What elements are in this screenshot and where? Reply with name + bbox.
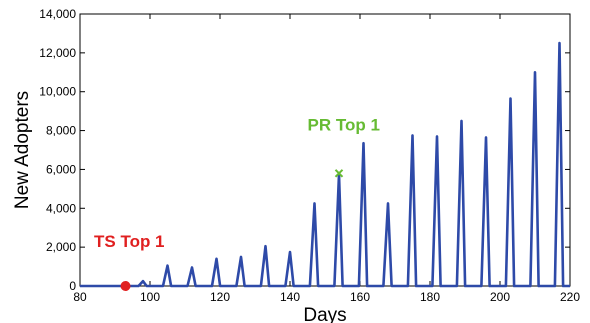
y-axis-title: New Adopters [12, 91, 33, 209]
series-layer [80, 41, 570, 288]
x-tick-label: 160 [350, 290, 370, 304]
y-tick-label: 12,000 [39, 46, 76, 60]
x-tick-label: 120 [210, 290, 230, 304]
x-tick-label: 200 [490, 290, 510, 304]
ts-top-marker [120, 281, 131, 291]
x-tick-label: 140 [280, 290, 300, 304]
x-tick-label: 80 [73, 290, 87, 304]
y-tick-label: 0 [69, 279, 76, 293]
y-tick-label: 10,000 [39, 85, 76, 99]
axes: 80 100 120 140 160 180 200 220 0 2,000 4,000 6,000 8… [39, 7, 580, 304]
x-tick-label: 220 [560, 290, 580, 304]
annotation-label: TS Top 1 [94, 232, 165, 251]
y-tick-label: 2,000 [46, 240, 76, 254]
annotation-label: PR Top 1 [308, 116, 380, 135]
x-tick-label: 100 [140, 290, 160, 304]
series-line [80, 41, 570, 288]
y-tick-label: 6,000 [46, 162, 76, 176]
y-tick-label: 4,000 [46, 201, 76, 215]
y-tick-label: 14,000 [39, 7, 76, 21]
y-tick-label: 8,000 [46, 124, 76, 138]
annotation-layer: TS Top 1 PR Top 1 [94, 116, 380, 291]
pr-top-marker [334, 169, 344, 178]
x-tick-label: 180 [420, 290, 440, 304]
x-axis-title: Days [303, 305, 346, 323]
pr-top-marker-stroke [334, 169, 344, 178]
